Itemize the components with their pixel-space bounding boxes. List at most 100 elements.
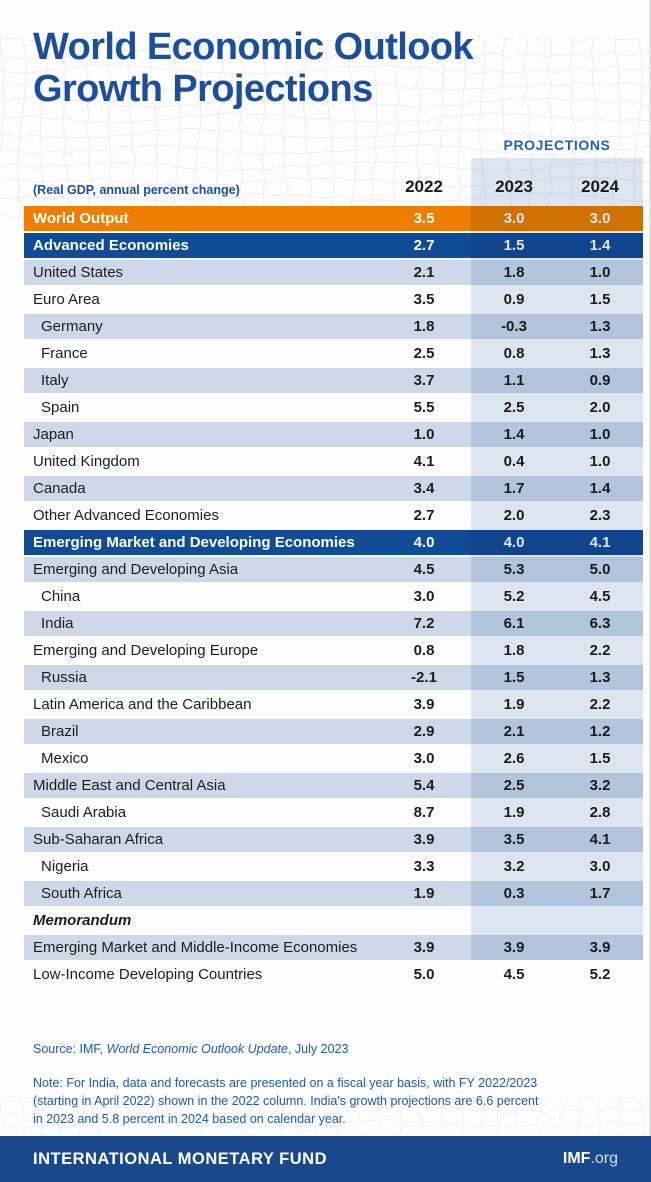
column-header-2022: 2022 xyxy=(405,177,443,196)
cell-2024: 1.5 xyxy=(589,291,611,308)
cell-2024: 1.0 xyxy=(589,426,611,443)
table-row: Spain 5.5 2.5 2.0 xyxy=(24,395,643,420)
table-row: Mexico 3.0 2.6 1.5 xyxy=(24,746,643,771)
cell-2024: 3.0 xyxy=(589,210,611,227)
row-label: Low-Income Developing Countries xyxy=(33,966,263,983)
cell-2022: 3.9 xyxy=(413,696,435,713)
cell-2023: 4.0 xyxy=(503,534,525,551)
row-label: Advanced Economies xyxy=(33,237,189,254)
cell-2023: 1.1 xyxy=(503,372,525,389)
table-row: Nigeria 3.3 3.2 3.0 xyxy=(24,854,643,879)
row-label: Latin America and the Caribbean xyxy=(33,696,252,713)
row-label: France xyxy=(41,345,88,362)
row-label: China xyxy=(41,588,81,605)
cell-2024: 1.2 xyxy=(589,723,611,740)
footnote-line3: in 2023 and 5.8 percent in 2024 based on… xyxy=(33,1112,346,1126)
table-row: Italy 3.7 1.1 0.9 xyxy=(24,368,643,393)
cell-2023: 1.9 xyxy=(503,696,525,713)
row-label: Euro Area xyxy=(33,291,100,308)
cell-2023: 1.8 xyxy=(503,642,525,659)
cell-2022: 3.3 xyxy=(413,858,435,875)
table-row: India 7.2 6.1 6.3 xyxy=(24,611,643,636)
row-label: Emerging and Developing Europe xyxy=(33,642,259,659)
page-title-line2: Growth Projections xyxy=(33,68,373,110)
source-line: Source: IMF, World Economic Outlook Upda… xyxy=(33,1042,348,1056)
cell-2024: 4.5 xyxy=(589,588,611,605)
row-label: South Africa xyxy=(41,885,122,902)
cell-2024: 6.3 xyxy=(589,615,611,632)
table-row: South Africa 1.9 0.3 1.7 xyxy=(24,881,643,906)
cell-2022: 3.0 xyxy=(413,750,435,767)
cell-2022: 7.2 xyxy=(413,615,435,632)
table-row: Russia -2.1 1.5 1.3 xyxy=(24,665,643,690)
table-row: Saudi Arabia 8.7 1.9 2.8 xyxy=(24,800,643,825)
cell-2024: 1.3 xyxy=(589,318,611,335)
table-row: Memorandum xyxy=(24,908,643,933)
footnote-line2: (starting in April 2022) shown in the 20… xyxy=(33,1094,539,1108)
cell-2024: 1.3 xyxy=(589,345,611,362)
cell-2022: 5.0 xyxy=(413,966,435,983)
table-row: Euro Area 3.5 0.9 1.5 xyxy=(24,287,643,312)
footer-website-imf: IMF xyxy=(562,1150,591,1167)
cell-2023: 5.2 xyxy=(503,588,525,605)
cell-2023: 0.3 xyxy=(503,885,525,902)
footer-organization: INTERNATIONAL MONETARY FUND xyxy=(33,1149,327,1168)
row-label: Italy xyxy=(41,372,69,389)
cell-2024: 5.2 xyxy=(589,966,611,983)
row-label: Memorandum xyxy=(33,912,132,929)
table-row: Germany 1.8 -0.3 1.3 xyxy=(24,314,643,339)
cell-2022: 3.5 xyxy=(413,291,435,308)
projections-label: PROJECTIONS xyxy=(503,137,611,153)
right-edge-line xyxy=(649,0,651,1136)
row-label: Canada xyxy=(33,480,86,497)
table-row: Advanced Economies 2.7 1.5 1.4 xyxy=(24,233,643,258)
source-suffix: , July 2023 xyxy=(287,1042,349,1056)
cell-2023: 3.9 xyxy=(503,939,525,956)
table-row: Emerging and Developing Asia 4.5 5.3 5.0 xyxy=(24,557,643,582)
table-row: Emerging Market and Developing Economies… xyxy=(24,530,643,555)
table-rows: World Output 3.5 3.0 3.0 Advanced Economies 2… xyxy=(24,206,643,989)
cell-2022: 3.4 xyxy=(413,480,435,497)
cell-2022: 5.4 xyxy=(413,777,435,794)
cell-2022: 2.9 xyxy=(413,723,435,740)
cell-2024: 4.1 xyxy=(589,831,611,848)
cell-2024: 1.0 xyxy=(589,264,611,281)
row-label: Brazil xyxy=(41,723,79,740)
row-label: United Kingdom xyxy=(33,453,140,470)
cell-2024: 2.0 xyxy=(589,399,611,416)
cell-2023: 2.6 xyxy=(503,750,525,767)
cell-2023: 2.0 xyxy=(503,507,525,524)
table-row: Other Advanced Economies 2.7 2.0 2.3 xyxy=(24,503,643,528)
row-label: Germany xyxy=(41,318,103,335)
cell-2022: 2.7 xyxy=(413,237,435,254)
footer-website-org: .org xyxy=(590,1150,618,1167)
row-label: Nigeria xyxy=(41,858,89,875)
cell-2022: 8.7 xyxy=(413,804,435,821)
cell-2022: 2.7 xyxy=(413,507,435,524)
table-row: World Output 3.5 3.0 3.0 xyxy=(24,206,643,231)
source-publication: World Economic Outlook Update xyxy=(106,1042,288,1056)
row-label: India xyxy=(41,615,74,632)
cell-2024: 2.2 xyxy=(589,696,611,713)
cell-2022: 4.1 xyxy=(413,453,435,470)
cell-2022: 4.5 xyxy=(413,561,435,578)
cell-2022: 5.5 xyxy=(413,399,435,416)
table-row: Canada 3.4 1.7 1.4 xyxy=(24,476,643,501)
cell-2024: 1.4 xyxy=(589,237,611,254)
cell-2022: 0.8 xyxy=(413,642,435,659)
row-label: Russia xyxy=(41,669,87,686)
cell-2023: 2.5 xyxy=(503,777,525,794)
cell-2024: 3.9 xyxy=(589,939,611,956)
table-row: Japan 1.0 1.4 1.0 xyxy=(24,422,643,447)
cell-2024: 2.8 xyxy=(589,804,611,821)
cell-2022: 3.9 xyxy=(413,831,435,848)
row-label: Spain xyxy=(41,399,80,416)
cell-2024: 1.0 xyxy=(589,453,611,470)
row-label: Middle East and Central Asia xyxy=(33,777,226,794)
cell-2023: 2.5 xyxy=(503,399,525,416)
cell-2023: 1.8 xyxy=(503,264,525,281)
cell-2022: 1.8 xyxy=(413,318,435,335)
cell-2023: 1.7 xyxy=(503,480,525,497)
table-row: Emerging and Developing Europe 0.8 1.8 2.2 xyxy=(24,638,643,663)
column-header-2024: 2024 xyxy=(581,177,619,196)
